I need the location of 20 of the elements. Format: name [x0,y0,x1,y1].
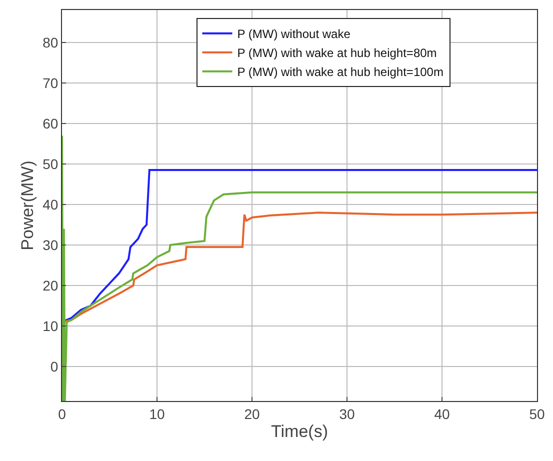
x-tick-label: 10 [149,406,165,422]
y-tick-label: 50 [42,156,58,172]
y-tick-label: 40 [42,196,58,212]
x-tick-label: 40 [434,406,450,422]
x-tick-label: 20 [244,406,260,422]
y-tick-label: 20 [42,277,58,294]
x-tick-label: 30 [339,406,355,422]
y-tick-label: 60 [42,115,58,132]
legend-label: P (MW) with wake at hub height=80m [237,46,437,60]
y-tick-label: 70 [42,74,58,91]
line-series [62,134,537,401]
legend-label: P (MW) with wake at hub height=100m [237,65,444,79]
y-tick-label: 0 [50,358,58,374]
y-tick-label: 10 [42,318,58,334]
y-axis-title: Power(MW) [18,160,38,250]
x-axis-title: Time(s) [271,422,328,442]
legend-label: P (MW) without wake [237,27,351,41]
x-tick-label: 50 [529,406,545,422]
y-tick-label: 30 [42,236,58,253]
y-tick-label: 80 [42,34,58,50]
